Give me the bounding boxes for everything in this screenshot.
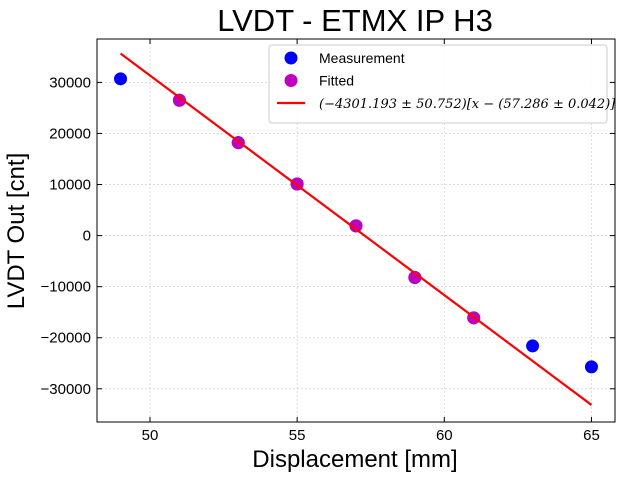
x-tick-label: 55 [289, 427, 306, 444]
y-tick-label: 10000 [49, 177, 91, 194]
measurement-point [584, 360, 598, 374]
axis-ticks: 50 55 60 65 30000 20000 10000 0 −10000 −20000 −300… [41, 39, 615, 444]
fitted-point [172, 93, 186, 107]
x-tick-label: 65 [583, 427, 600, 444]
x-axis-title: Displacement [mm] [252, 446, 457, 473]
y-tick-label: −30000 [41, 381, 91, 398]
fit-line [119, 52, 593, 406]
y-tick-label: 30000 [49, 74, 91, 91]
plot-frame [96, 38, 616, 423]
measurement-point [526, 339, 540, 353]
y-tick-label: −10000 [41, 279, 91, 296]
fitted-point [349, 219, 363, 233]
y-tick-label: 0 [83, 228, 91, 245]
y-tick-label: −20000 [41, 330, 91, 347]
legend: Measurement Fitted (−4301.193 ± 50.752)[x … [268, 44, 616, 124]
legend-swatch-measurement [284, 51, 298, 65]
legend-label-measurement: Measurement [319, 50, 405, 66]
x-tick-label: 60 [436, 427, 453, 444]
plot-marks [114, 52, 598, 406]
x-tick-label: 50 [142, 427, 159, 444]
chart-title: LVDT - ETMX IP H3 [217, 3, 493, 38]
legend-box [268, 44, 608, 124]
legend-label-fitted: Fitted [319, 73, 354, 89]
y-axis-title: LVDT Out [cnt] [3, 153, 30, 310]
measurement-point [114, 72, 128, 86]
legend-swatch-fitted [284, 74, 298, 87]
legend-label-fit: (−4301.193 ± 50.752)[x − (57.286 ± 0.042… [319, 97, 616, 112]
y-tick-label: 20000 [49, 125, 91, 142]
